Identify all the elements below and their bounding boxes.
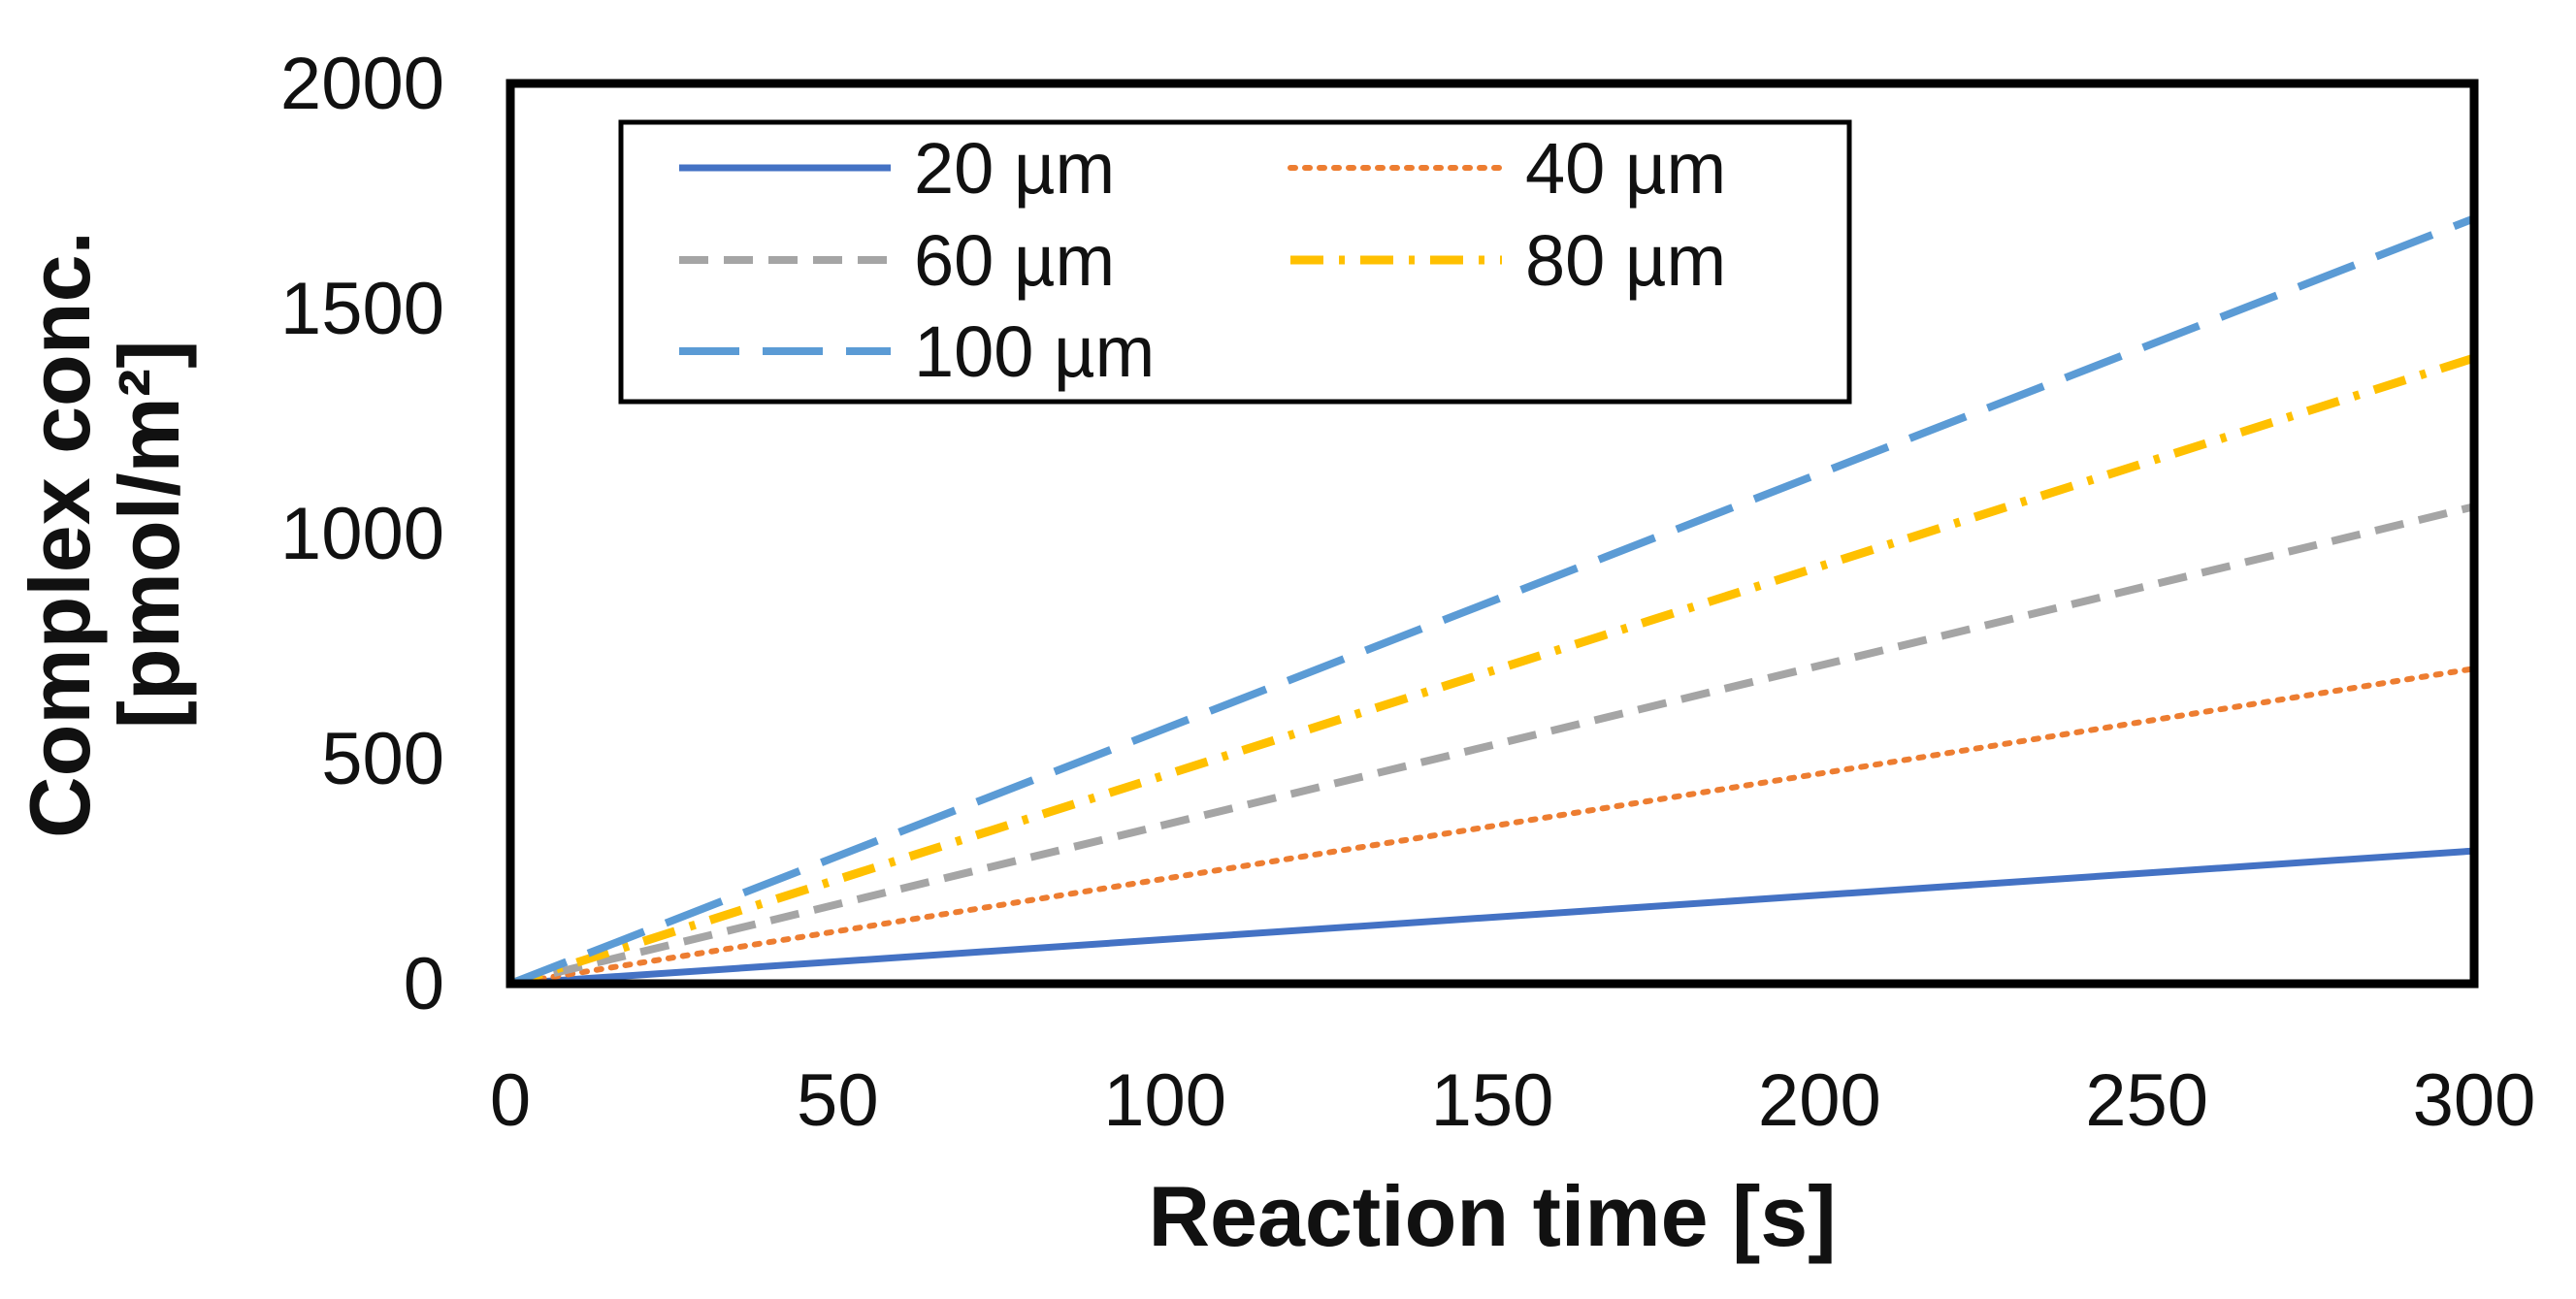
legend-label-20-um: 20 µm (914, 128, 1115, 209)
legend-label-40-um: 40 µm (1525, 128, 1726, 209)
x-tick-label: 250 (2085, 1059, 2208, 1142)
series-lines (507, 214, 2477, 989)
series-line-40-um (507, 666, 2477, 987)
y-tick-label: 2000 (280, 43, 444, 125)
legend-label-80-um: 80 µm (1525, 220, 1726, 301)
y-axis-title-line1: Complex conc. (12, 231, 108, 838)
y-axis-title: Complex conc. [pmol/m²] (12, 231, 197, 838)
x-tick-label: 0 (490, 1059, 531, 1142)
legend: 20 µm 40 µm 60 µm 80 µm 100 µm (618, 119, 1852, 405)
x-tick-label: 300 (2413, 1059, 2536, 1142)
y-axis-title-line2: [pmol/m²] (101, 341, 197, 730)
x-axis-title: Reaction time [s] (1148, 1168, 1836, 1264)
series-line-60-um (509, 503, 2475, 988)
series-line-100-um (508, 214, 2476, 988)
series-line-20-um (509, 847, 2475, 988)
series-line-80-um (508, 353, 2476, 989)
x-tick-label: 100 (1103, 1059, 1226, 1142)
legend-label-100-um: 100 µm (914, 311, 1155, 392)
y-tick-label: 0 (404, 943, 444, 1025)
plot-area-frame (505, 79, 2479, 989)
axis-ticks: 0 50 100 150 200 250 300 0 500 1000 1500 2000 (280, 43, 2535, 1142)
y-tick-label: 500 (321, 718, 444, 800)
x-tick-label: 150 (1431, 1059, 1554, 1142)
y-tick-label: 1500 (280, 268, 444, 350)
y-tick-label: 1000 (280, 493, 444, 575)
legend-label-60-um: 60 µm (914, 220, 1115, 301)
x-tick-label: 50 (797, 1059, 879, 1142)
x-tick-label: 200 (1758, 1059, 1881, 1142)
